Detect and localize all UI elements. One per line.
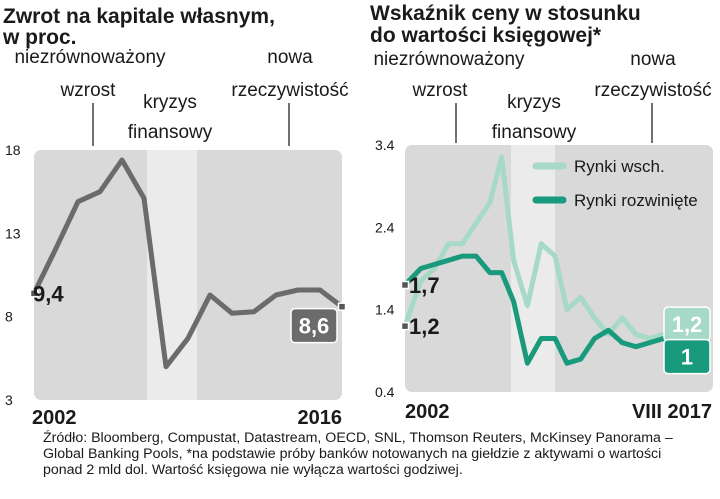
value-label-start: 1,7 [409, 273, 440, 298]
value-box-end [663, 338, 711, 375]
value-label-end: 1 [681, 345, 693, 370]
y-tick-label: 1.4 [375, 302, 395, 318]
y-tick-label: 13 [5, 225, 21, 241]
phase-label-growth-line1: niezrównoważony [14, 47, 166, 68]
left-chart-title-line2: w proc. [2, 26, 77, 49]
series-endpoint-marker [337, 302, 347, 311]
series-line-0 [31, 157, 345, 370]
phase-label-growth-line2: wzrost [60, 80, 117, 101]
right-chart-title-line2: do wartości księgowej* [370, 24, 602, 47]
value-label-start: 1,2 [409, 314, 440, 339]
y-tick-label: 0.4 [375, 384, 395, 400]
y-tick-label: 18 [5, 142, 21, 158]
series-endpoint-marker [29, 289, 39, 298]
y-tick-label: 8 [5, 309, 13, 325]
series-endpoint-marker [400, 280, 410, 290]
value-label-end: 1,2 [672, 312, 703, 337]
value-label-start: 9,4 [33, 281, 64, 306]
x-label-start: 2002 [32, 407, 77, 429]
phase-label-growth-line1: niezrównoważony [373, 49, 525, 70]
value-label-end: 8,6 [299, 314, 330, 339]
phase-label-growth-line2: wzrost [412, 80, 469, 101]
series-endpoint-marker [400, 321, 410, 331]
series-line-1 [402, 253, 708, 366]
series-line-0 [402, 154, 708, 341]
phase-label-crisis-line1: kryzys [143, 92, 197, 113]
legend-label-0: Rynki wsch. [574, 157, 665, 176]
phase-label-crisis-line1: kryzys [507, 92, 561, 113]
x-label-end: 2016 [298, 407, 343, 429]
x-label-start: 2002 [405, 401, 450, 423]
value-box-end [290, 307, 338, 344]
y-tick-label: 3 [5, 392, 13, 408]
phase-label-crisis-line2: finansowy [128, 122, 213, 143]
phase-label-newreality-line1: nowa [630, 49, 676, 70]
x-label-end: VIII 2017 [632, 401, 712, 423]
right-chart: niezrównoważony wzrost kryzys finansowy nowa… [373, 49, 713, 423]
y-tick-label: 3.4 [375, 137, 395, 153]
right-chart-title-line1: Wskaźnik ceny w stosunku [370, 2, 641, 25]
left-chart: niezrównoważony wzrost kryzys finansowy nowa… [5, 47, 349, 429]
phase-label-newreality-line1: nowa [267, 47, 313, 68]
phase-label-newreality-line2: rzeczywistość [231, 80, 348, 101]
phase-label-crisis-line2: finansowy [492, 122, 577, 143]
left-chart-title-line1: Zwrot na kapitale własnym, [3, 5, 275, 28]
legend-label-1: Rynki rozwinięte [574, 191, 698, 210]
source-note: Źródło: Bloomberg, Compustat, Datastream… [43, 430, 673, 478]
y-tick-label: 2.4 [375, 219, 395, 235]
phase-label-newreality-line2: rzeczywistość [594, 80, 711, 101]
